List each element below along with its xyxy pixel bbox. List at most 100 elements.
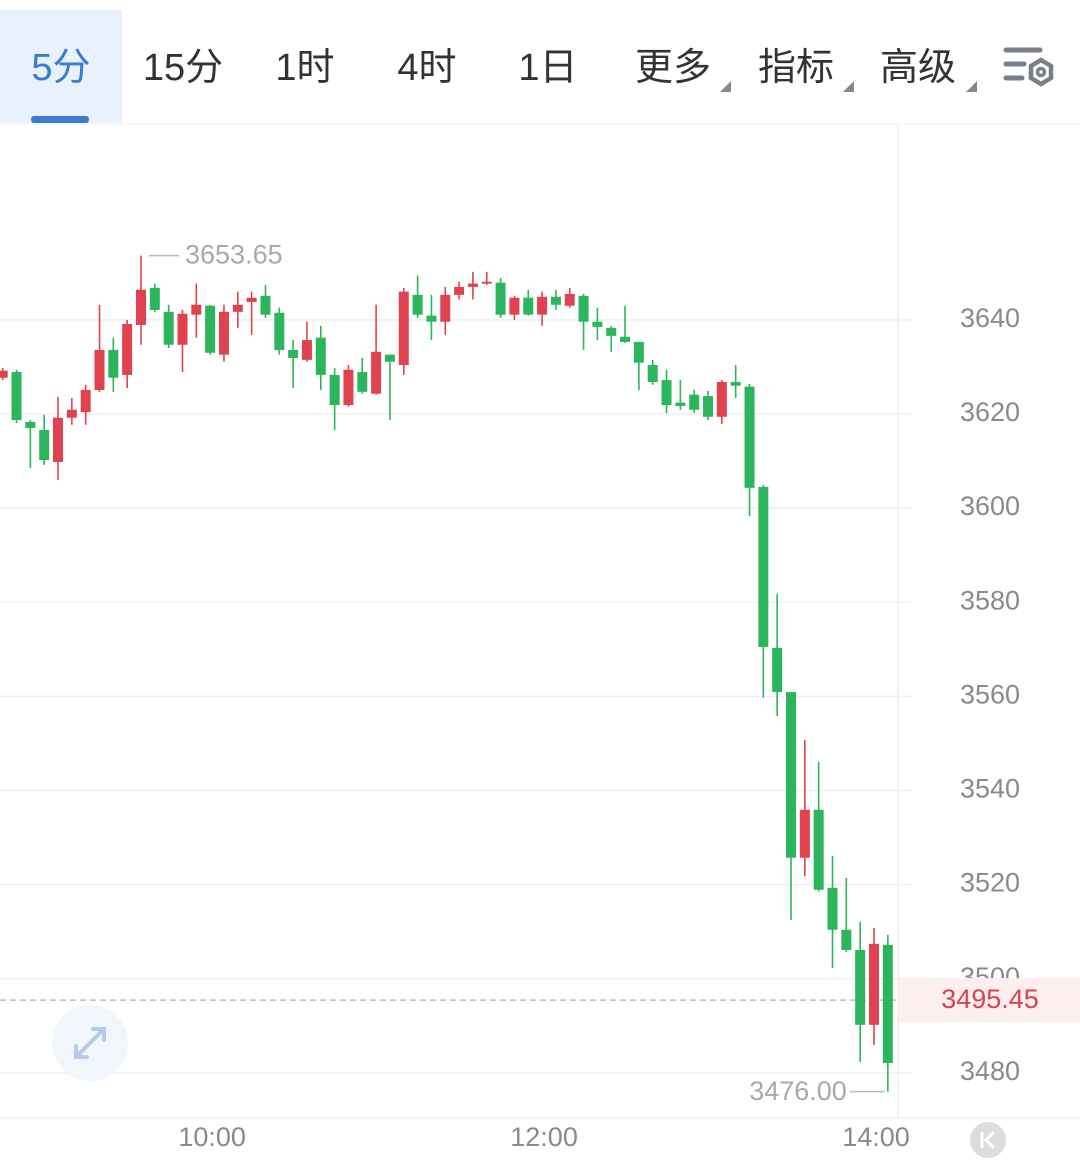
candle-body [218, 311, 229, 355]
active-tab-indicator [31, 116, 89, 123]
candle-body [730, 381, 741, 386]
candle-body [205, 305, 216, 353]
candle-body [260, 295, 271, 315]
high-label: 3653.65 [185, 240, 283, 270]
candle-body [550, 296, 561, 305]
y-tick-label: 3620 [960, 397, 1020, 427]
candle-body [108, 349, 119, 378]
candle-body [39, 429, 50, 461]
candle-body [232, 304, 243, 312]
candle-body [191, 304, 202, 315]
candle-body [11, 372, 22, 421]
candle-body [786, 692, 797, 858]
candle-body [426, 315, 437, 322]
candle-body [481, 281, 492, 284]
tab[interactable]: 5分 [31, 47, 90, 89]
candle-body [274, 312, 285, 350]
y-tick-label: 3600 [960, 491, 1020, 521]
candle-body [855, 949, 866, 1025]
candle-body [440, 294, 451, 322]
dropdown-indicator [966, 81, 977, 92]
candle-body [149, 287, 160, 310]
tab[interactable]: 15分 [143, 47, 223, 89]
tab[interactable]: 1时 [275, 47, 334, 89]
active-tab-bg [0, 10, 122, 123]
candle-body [412, 294, 423, 315]
y-tick-label: 3560 [960, 679, 1020, 709]
candle-body [25, 421, 36, 429]
candle-body [454, 286, 465, 295]
tab[interactable]: 4时 [397, 47, 456, 89]
dropdown-indicator [720, 81, 731, 92]
candle-body [841, 929, 852, 950]
candle-body [467, 283, 478, 287]
y-tick-label: 3540 [960, 774, 1020, 804]
candle-body [689, 394, 700, 410]
candle-body [772, 647, 783, 693]
candle-body [343, 369, 354, 406]
candle-body [357, 372, 368, 392]
candle-body [827, 887, 838, 930]
candle-body [882, 944, 893, 1063]
candle-body [80, 389, 91, 413]
candle-body [758, 486, 769, 647]
last-price-tag [898, 978, 1080, 1023]
tab-bar: 5分 15分 1时 4时 1日 更多 指标 高级 [0, 10, 1054, 123]
candle-body [592, 321, 603, 327]
candle-body [163, 311, 174, 345]
candle-body [94, 349, 105, 390]
candle-body [329, 374, 340, 406]
tab[interactable]: 高级 [880, 47, 956, 89]
candle-body [620, 336, 631, 342]
tab[interactable]: 更多 [635, 47, 711, 89]
candle-body [398, 291, 409, 366]
x-tick-label: 12:00 [510, 1122, 578, 1152]
dropdown-indicator [843, 81, 854, 92]
candle-body [578, 295, 589, 322]
candle-body [868, 943, 879, 1025]
candle-body [495, 282, 506, 315]
candle-body [744, 386, 755, 488]
candle-body [647, 365, 658, 382]
x-tick-label: 14:00 [842, 1122, 910, 1152]
candle-body [523, 297, 534, 315]
candle-body [246, 297, 257, 302]
candle-body [177, 313, 188, 345]
candle-body [703, 396, 714, 417]
candle-body [799, 809, 810, 858]
candle-body [288, 349, 299, 358]
candle-body [716, 381, 727, 417]
expand-button[interactable] [52, 1005, 128, 1081]
low-label: 3476.00 [749, 1076, 847, 1106]
x-tick-label: 10:00 [178, 1122, 246, 1152]
candle-body [509, 297, 520, 315]
scroll-latest-button[interactable] [970, 1122, 1006, 1158]
y-tick-label: 3640 [960, 303, 1020, 333]
y-tick-label: 3520 [960, 868, 1020, 898]
tab[interactable]: 1日 [518, 47, 577, 89]
candle-body [606, 327, 617, 336]
candle-body [813, 809, 824, 890]
candle-body [122, 324, 133, 375]
candle-body [371, 351, 382, 394]
candle-body [315, 337, 326, 375]
y-tick-label: 3480 [960, 1056, 1020, 1086]
candle-body [675, 402, 686, 406]
candle-body [66, 409, 77, 418]
candle-body [564, 293, 575, 306]
candle-body [384, 354, 395, 362]
tab[interactable]: 指标 [758, 47, 834, 89]
candle-body [661, 380, 672, 406]
candle-body [0, 370, 8, 378]
candle-body [136, 289, 146, 326]
candle-body [537, 296, 548, 315]
y-tick-label: 3580 [960, 585, 1020, 615]
settings-icon[interactable] [1003, 47, 1054, 87]
plot-area: 34803500352035403560358036003620364010:0… [0, 125, 1080, 1152]
candle-body [53, 417, 64, 462]
candle-body [633, 341, 644, 363]
last-price-label: 3495.45 [941, 984, 1039, 1014]
candle-body [301, 340, 312, 360]
